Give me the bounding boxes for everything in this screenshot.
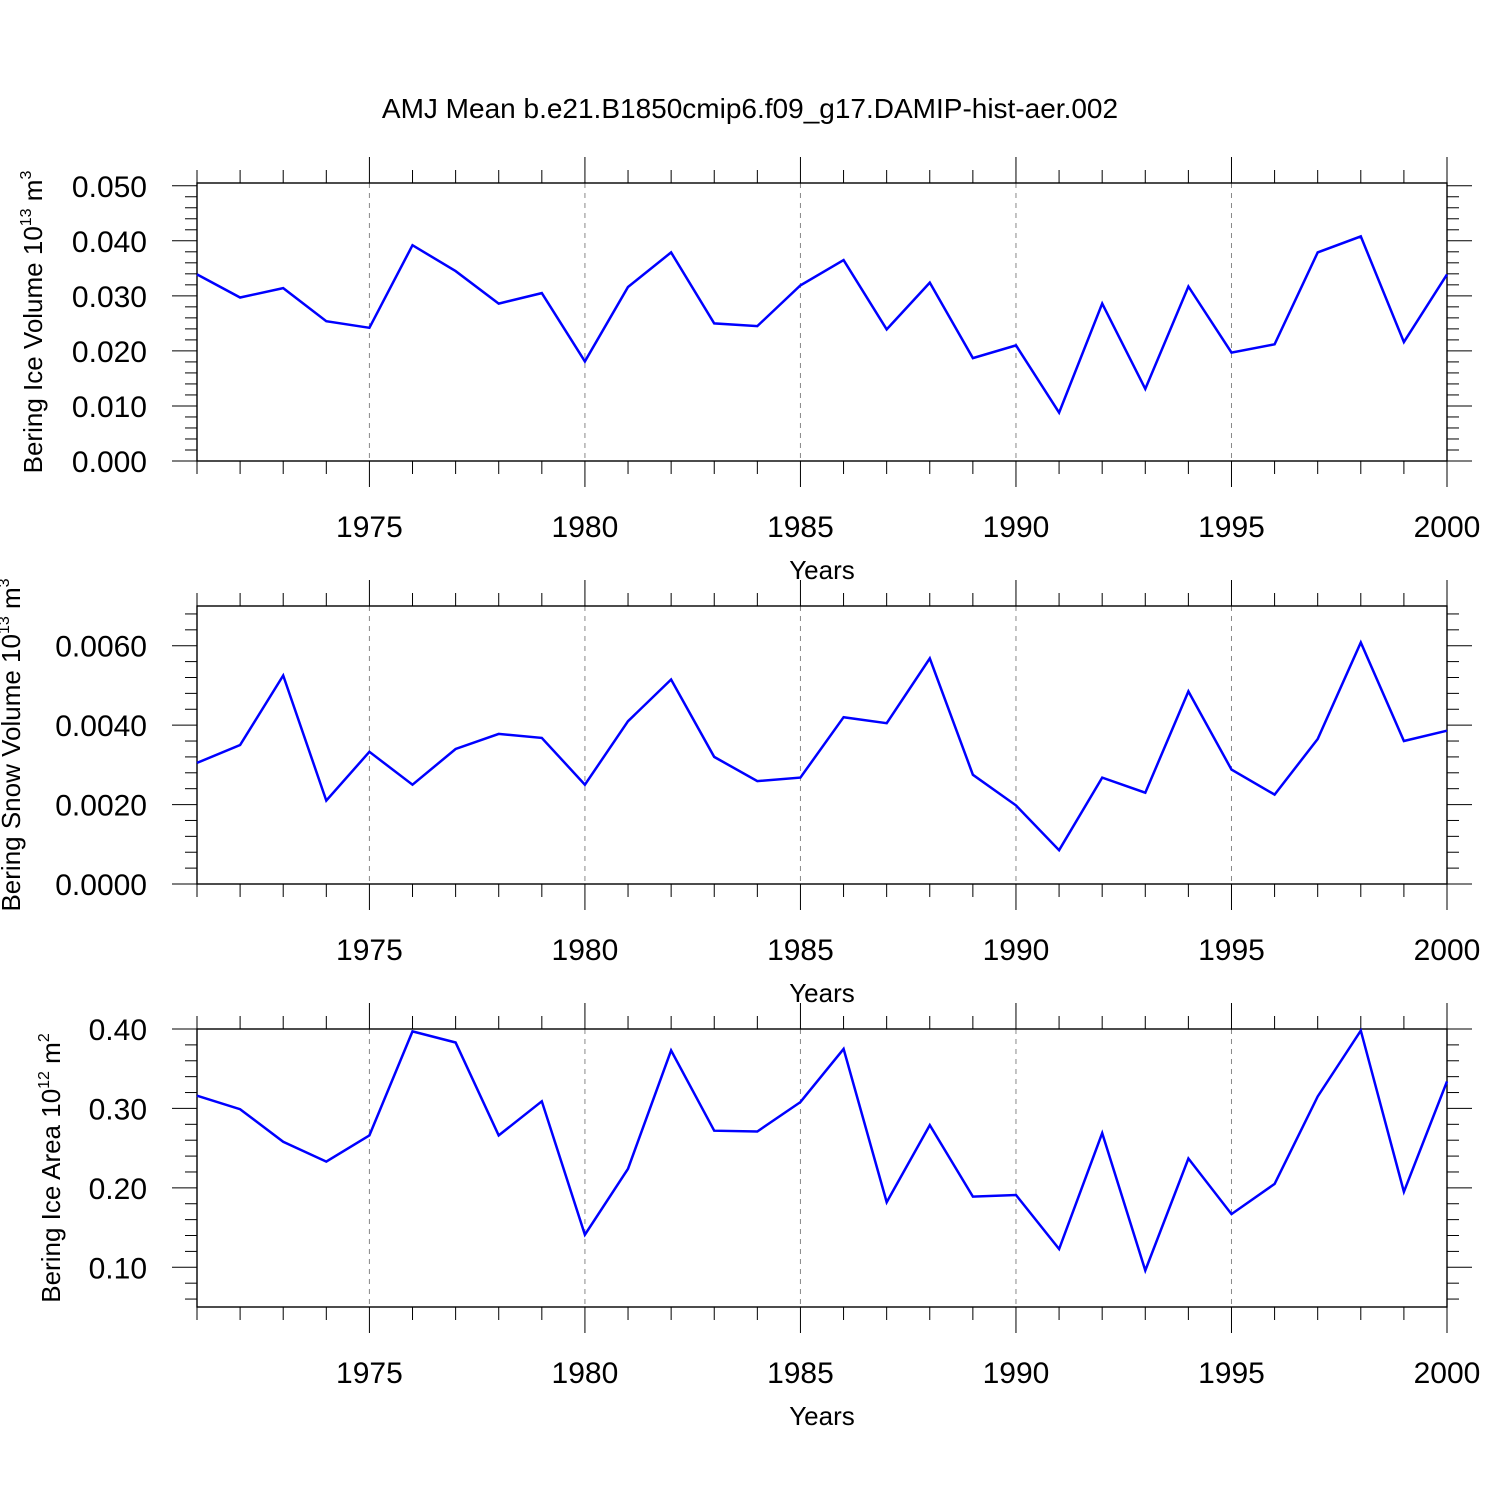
y-axis-label-unit-exponent: 3 — [0, 578, 13, 587]
x-tick-label: 1980 — [552, 1357, 619, 1390]
y-axis-label-text: Bering Ice Volume 10 — [18, 226, 48, 473]
series-line — [196, 234, 1449, 416]
y-tick-label: 0.0020 — [55, 790, 147, 823]
x-tick-label: 1975 — [336, 1357, 403, 1390]
y-axis-label-text: Bering Snow Volume 10 — [0, 634, 26, 912]
x-tick-label: 1990 — [983, 1357, 1050, 1390]
y-tick-label: 0.0040 — [55, 710, 147, 743]
y-tick-label: 0.000 — [72, 446, 147, 479]
x-tick-label: 1985 — [767, 1357, 834, 1390]
plot-frame — [196, 1028, 1448, 1308]
y-axis-label-unit: m — [18, 180, 48, 209]
x-tick-label: 2000 — [1414, 511, 1481, 544]
y-axis-label-text: Bering Ice Area 10 — [36, 1089, 66, 1303]
y-axis-label-exponent: 13 — [0, 616, 13, 634]
y-axis-label-unit-exponent: 2 — [36, 1033, 53, 1042]
y-axis-label-unit: m — [0, 587, 26, 616]
y-tick-label: 0.050 — [72, 171, 147, 204]
figure-title: AMJ Mean b.e21.B1850cmip6.f09_g17.DAMIP-… — [382, 93, 1118, 124]
y-axis-label: Bering Ice Volume 1013 m3 — [18, 171, 48, 474]
x-tick-label: 1990 — [983, 511, 1050, 544]
y-axis-label-unit-exponent: 3 — [18, 171, 35, 180]
x-tick-label: 1995 — [1198, 1357, 1265, 1390]
y-tick-label: 0.040 — [72, 226, 147, 259]
x-tick-label: 1985 — [767, 934, 834, 967]
chart-panel-2: 0.0000 0.0020 0.0040 0.0060 1975 1980 1985 1990… — [0, 578, 1480, 1008]
series-line — [196, 639, 1448, 853]
x-tick-label: 1995 — [1198, 934, 1265, 967]
x-axis-label: Years — [789, 555, 855, 585]
y-tick-label: 0.020 — [72, 336, 147, 369]
x-axis-label: Years — [789, 978, 855, 1008]
y-tick-label: 0.010 — [72, 391, 147, 424]
x-tick-label: 1975 — [336, 511, 403, 544]
x-tick-label: 1995 — [1198, 511, 1265, 544]
y-tick-label: 0.030 — [72, 281, 147, 314]
y-axis-label: Bering Snow Volume 1013 m3 — [0, 578, 26, 911]
x-tick-label: 1985 — [767, 511, 834, 544]
x-tick-label: 1980 — [552, 511, 619, 544]
y-tick-label: 0.20 — [89, 1173, 147, 1206]
y-axis-label: Bering Ice Area 1012 m2 — [36, 1033, 66, 1303]
chart-panel-3: 0.10 0.20 0.30 0.40 1975 1980 1985 1990 1995 2000… — [36, 1003, 1480, 1431]
panels: 0.000 0.010 0.020 0.030 0.040 0.050 1975 1980 19… — [0, 157, 1480, 1431]
chart-panel-1: 0.000 0.010 0.020 0.030 0.040 0.050 1975 1980 19… — [18, 157, 1480, 585]
x-tick-label: 1990 — [983, 934, 1050, 967]
y-tick-label: 0.0060 — [55, 631, 147, 664]
y-tick-label: 0.10 — [89, 1252, 147, 1285]
x-tick-label: 2000 — [1414, 934, 1481, 967]
series-line — [196, 1027, 1449, 1275]
plot-frame — [196, 605, 1448, 885]
x-axis-label: Years — [789, 1401, 855, 1431]
x-tick-label: 2000 — [1414, 1357, 1481, 1390]
y-axis-label-unit: m — [36, 1042, 66, 1071]
y-tick-label: 0.0000 — [55, 869, 147, 902]
y-tick-label: 0.30 — [89, 1093, 147, 1126]
x-tick-label: 1975 — [336, 934, 403, 967]
x-tick-label: 1980 — [552, 934, 619, 967]
y-axis-label-exponent: 13 — [18, 208, 35, 226]
y-axis-label-exponent: 12 — [36, 1071, 53, 1089]
plot-frame — [196, 182, 1448, 462]
y-tick-label: 0.40 — [89, 1014, 147, 1047]
